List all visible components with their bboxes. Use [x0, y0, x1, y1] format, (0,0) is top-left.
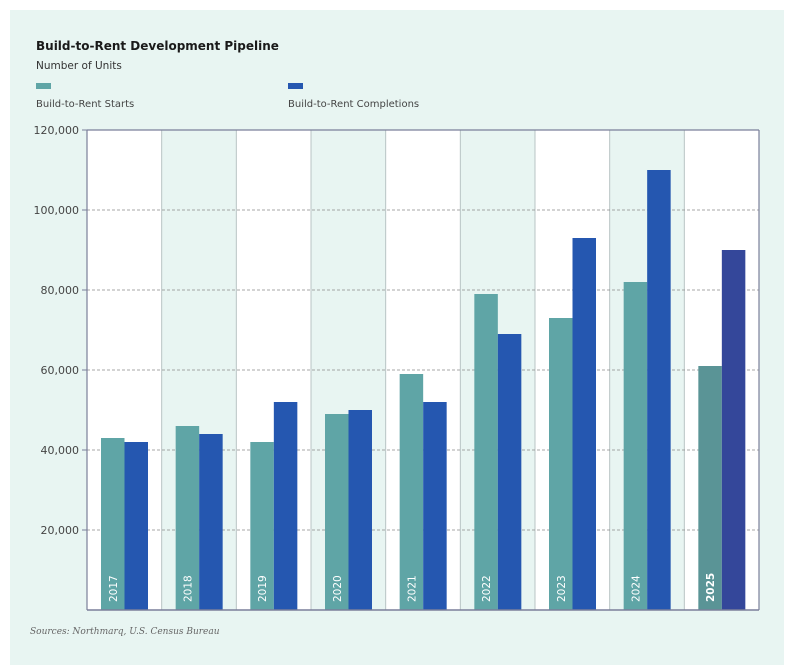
x-category-label: 2018	[182, 575, 194, 602]
bar-completions-2019	[273, 402, 298, 610]
bar-completions-2020	[348, 410, 372, 610]
bar-starts-2023	[549, 318, 573, 610]
bar-completions-2021	[423, 402, 447, 610]
legend-label-completions: Build-to-Rent Completions	[288, 99, 420, 110]
bar-completions-2024	[647, 170, 671, 610]
x-category-label: 2021	[406, 575, 418, 602]
bar-starts-2022	[474, 294, 498, 610]
x-category-label: 2024	[630, 575, 642, 602]
x-category-label: 2019	[257, 575, 269, 602]
bar-completions-2025	[721, 250, 746, 610]
x-category-label: 2020	[332, 575, 344, 602]
chart-subtitle: Number of Units	[36, 60, 122, 72]
y-tick-label: 60,000	[41, 364, 80, 377]
legend-swatch-completions	[288, 83, 303, 89]
x-category-label: 2023	[556, 575, 568, 602]
bar-starts-2020	[325, 414, 349, 610]
x-category-label: 2025	[705, 573, 717, 602]
y-tick-label: 40,000	[41, 444, 80, 457]
y-tick-label: 100,000	[34, 204, 80, 217]
bar-completions-2022	[497, 334, 522, 610]
y-tick-label: 120,000	[34, 124, 80, 137]
bar-completions-2018	[199, 434, 223, 610]
legend-label-starts: Build-to-Rent Starts	[36, 99, 135, 110]
x-category-label: 2022	[481, 575, 493, 602]
y-tick-label: 80,000	[41, 284, 80, 297]
source-note: Sources: Northmarq, U.S. Census Bureau	[30, 627, 220, 637]
legend-swatch-starts	[36, 83, 51, 89]
bar-starts-2018	[175, 426, 200, 610]
x-category-label: 2017	[108, 575, 120, 602]
bar-starts-2024	[623, 282, 648, 610]
bar-completions-2023	[572, 238, 596, 610]
chart-title: Build-to-Rent Development Pipeline	[36, 39, 279, 53]
bar-starts-2019	[250, 442, 274, 610]
bar-starts-2017	[101, 438, 125, 610]
y-tick-label: 20,000	[41, 524, 80, 537]
bar-starts-2025	[698, 366, 722, 610]
bar-completions-2017	[124, 442, 148, 610]
bar-starts-2021	[399, 374, 424, 610]
